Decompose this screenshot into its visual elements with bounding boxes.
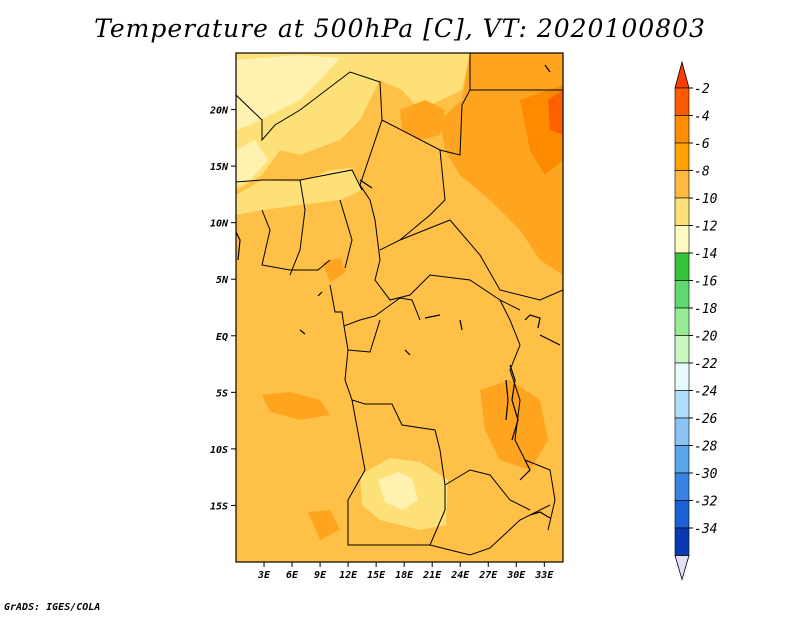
colorbar-swatch [674,225,690,254]
colorbar-swatch [674,417,690,446]
colorbar-label: -28 [694,440,718,455]
colorbar-label: -18 [694,302,718,317]
colorbar-swatch [674,390,690,419]
lat-tick-label: 15N [210,162,229,173]
lon-tick-label: 24E [450,570,470,581]
field-region-10-12-north [236,55,340,130]
lon-tick-label: 6E [286,570,299,581]
lat-tick-label: 10N [210,219,229,230]
field-region-4-6-cameroon [322,258,346,282]
colorbar: -2 -4 -6 -8 -10 -12 -14 -16 -18 -20 -22 -24 -26 -28 -3… [674,60,718,581]
lon-tick-label: 33E [534,570,554,581]
country-borders [236,53,563,556]
grads-credit: GrADS: IGES/COLA [4,602,101,613]
lat-tick-label: 5N [216,275,229,286]
colorbar-label: -6 [694,137,710,152]
lon-tick-label: 15E [367,570,386,581]
colorbar-label: -22 [694,357,718,372]
lon-tick-label: 18E [395,570,414,581]
field-region-4-6-gabon [262,392,330,420]
field-region-4-6-south [308,510,340,540]
lon-tick-label: 12E [339,570,358,581]
colorbar-label: -14 [694,247,717,262]
lon-tick-label: 30E [506,570,526,581]
colorbar-swatch [674,307,690,336]
colorbar-label: -12 [694,220,718,235]
colorbar-swatch [674,362,690,391]
longitude-axis: 3E 6E 9E 12E 15E 18E 21E 24E 27E 30E 33E [257,562,554,581]
colorbar-label: -10 [694,192,718,207]
lakes-coastlines [236,64,561,519]
colorbar-swatch [674,280,690,309]
map-frame [235,52,564,563]
lon-tick-label: 27E [478,570,498,581]
colorbar-label: -34 [694,522,717,537]
lat-tick-label: EQ [216,332,228,343]
temperature-field [236,53,563,562]
lon-tick-label: 9E [314,570,327,581]
colorbar-swatch [674,197,690,226]
colorbar-swatch [674,335,690,364]
latitude-axis: 20N 15N 10N 5N EQ 5S 10S 15S [209,106,236,512]
lat-tick-label: 20N [209,106,229,117]
colorbar-swatch [674,87,690,116]
colorbar-label: -16 [694,275,718,290]
colorbar-swatch [674,527,690,556]
border-lines [236,53,563,556]
lon-tick-label: 3E [257,570,271,581]
colorbar-swatch [674,252,690,281]
colorbar-label: -26 [694,412,718,427]
field-region-10-12-nw [236,140,268,185]
colorbar-top-arrow [674,60,690,89]
field-region-0-2-east [548,90,563,135]
lat-tick-label: 10S [210,445,228,456]
colorbar-label: -24 [694,385,717,400]
map-title: Temperature at 500hPa [C], VT: 202010080… [94,14,706,43]
colorbar-label: -4 [694,110,710,125]
colorbar-label: -2 [694,82,710,97]
lon-tick-label: 21E [422,570,442,581]
lat-tick-label: 15S [210,501,228,512]
field-region-4-6-chad [400,100,445,140]
lat-tick-label: 5S [216,388,228,399]
field-region-4-6-lakes [480,380,548,470]
colorbar-swatch [674,170,690,199]
colorbar-swatch [674,500,690,529]
colorbar-swatch [674,445,690,474]
lake-lines [236,64,561,519]
colorbar-label: -8 [694,165,710,180]
colorbar-label: -30 [694,467,718,482]
colorbar-swatch [674,142,690,171]
colorbar-label: -20 [694,330,718,345]
colorbar-bottom-arrow [674,555,690,581]
colorbar-swatch [674,472,690,501]
colorbar-label: -32 [694,495,718,510]
colorbar-swatch [674,115,690,144]
field-region-10-12-angola [378,472,418,510]
field-region-8-10-nigeria [236,168,362,215]
